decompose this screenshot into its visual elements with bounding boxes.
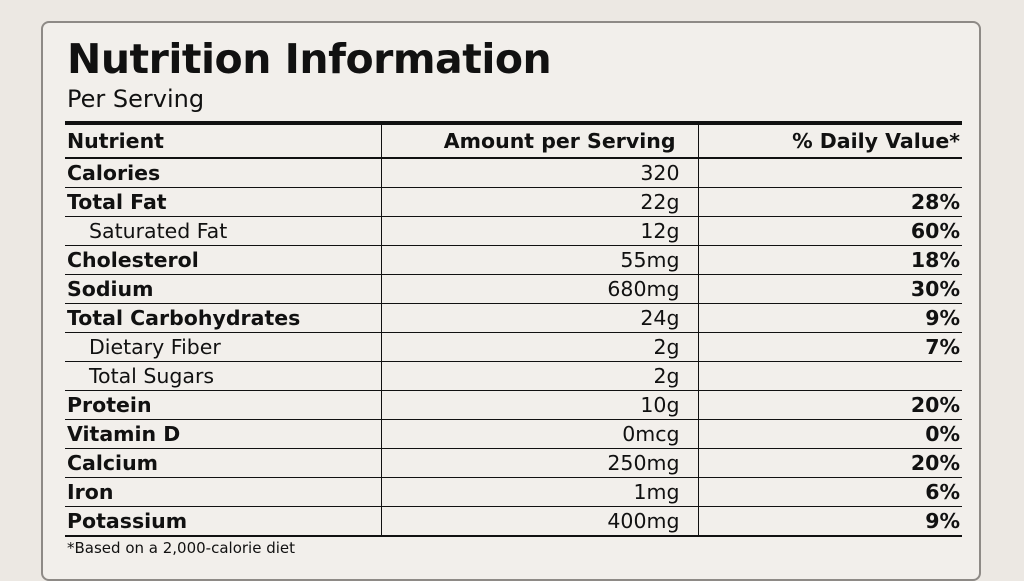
- table-row: Sodium 680mg 30%: [65, 274, 962, 304]
- daily-value-percent: [697, 158, 962, 188]
- nutrient-name: Cholesterol: [65, 245, 381, 275]
- nutrient-name: Sodium: [65, 274, 381, 304]
- daily-value-percent: 20%: [697, 448, 962, 478]
- daily-value-percent: 0%: [697, 419, 962, 449]
- nutrient-name: Protein: [65, 390, 381, 420]
- nutrient-name: Dietary Fiber: [65, 332, 381, 362]
- amount-per-serving: 2g: [380, 361, 698, 391]
- page-subtitle: Per Serving: [67, 85, 205, 113]
- amount-per-serving: 55mg: [380, 245, 698, 275]
- nutrition-panel: Nutrition Information Per Serving Nutrie…: [41, 21, 981, 581]
- daily-value-percent: 60%: [697, 216, 962, 246]
- nutrient-name: Total Carbohydrates: [65, 303, 381, 333]
- table-row: Saturated Fat 12g 60%: [65, 216, 962, 246]
- amount-per-serving: 10g: [380, 390, 698, 420]
- table-row: Protein 10g 20%: [65, 390, 962, 420]
- table-row: Potassium 400mg 9%: [65, 506, 962, 536]
- nutrient-name: Iron: [65, 477, 381, 507]
- amount-per-serving: 2g: [380, 332, 698, 362]
- table-row: Total Fat 22g 28%: [65, 187, 962, 217]
- daily-value-percent: 6%: [697, 477, 962, 507]
- column-header-nutrient: Nutrient: [65, 123, 381, 159]
- daily-value-percent: 28%: [697, 187, 962, 217]
- footnote: *Based on a 2,000-calorie diet: [67, 539, 295, 557]
- nutrient-name: Vitamin D: [65, 419, 381, 449]
- amount-per-serving: 22g: [380, 187, 698, 217]
- nutrient-name: Saturated Fat: [65, 216, 381, 246]
- nutrient-name: Potassium: [65, 506, 381, 536]
- nutrient-name: Calcium: [65, 448, 381, 478]
- daily-value-percent: 18%: [697, 245, 962, 275]
- nutrient-name: Calories: [67, 161, 161, 185]
- table-row: Vitamin D 0mcg 0%: [65, 419, 962, 449]
- amount-per-serving: 680mg: [380, 274, 698, 304]
- amount-per-serving: 320: [380, 158, 698, 188]
- table-row: Total Carbohydrates 24g 9%: [65, 303, 962, 333]
- nutrition-table: Nutrient Amount per Serving % Daily Valu…: [65, 121, 962, 537]
- amount-per-serving: 400mg: [380, 506, 698, 536]
- table-header-row: Nutrient Amount per Serving % Daily Valu…: [65, 123, 962, 159]
- table-row: Calcium 250mg 20%: [65, 448, 962, 478]
- nutrient-name: Total Sugars: [65, 361, 381, 391]
- nutrient-name: Total Fat: [65, 187, 381, 217]
- amount-per-serving: 250mg: [380, 448, 698, 478]
- column-header-amount: Amount per Serving: [380, 123, 698, 159]
- daily-value-percent: 30%: [697, 274, 962, 304]
- daily-value-percent: 7%: [697, 332, 962, 362]
- table-row: Cholesterol 55mg 18%: [65, 245, 962, 275]
- daily-value-percent: [697, 361, 962, 391]
- amount-per-serving: 24g: [380, 303, 698, 333]
- table-row: Total Sugars 2g: [65, 361, 962, 391]
- column-header-daily-value: % Daily Value*: [697, 123, 962, 159]
- amount-per-serving: 1mg: [380, 477, 698, 507]
- table-row: Iron 1mg 6%: [65, 477, 962, 507]
- daily-value-percent: 9%: [697, 506, 962, 536]
- daily-value-percent: 9%: [697, 303, 962, 333]
- page-title: Nutrition Information: [67, 35, 552, 83]
- table-row: Calories 320: [65, 158, 962, 188]
- amount-per-serving: 12g: [380, 216, 698, 246]
- table-row: Dietary Fiber 2g 7%: [65, 332, 962, 362]
- amount-per-serving: 0mcg: [380, 419, 698, 449]
- daily-value-percent: 20%: [697, 390, 962, 420]
